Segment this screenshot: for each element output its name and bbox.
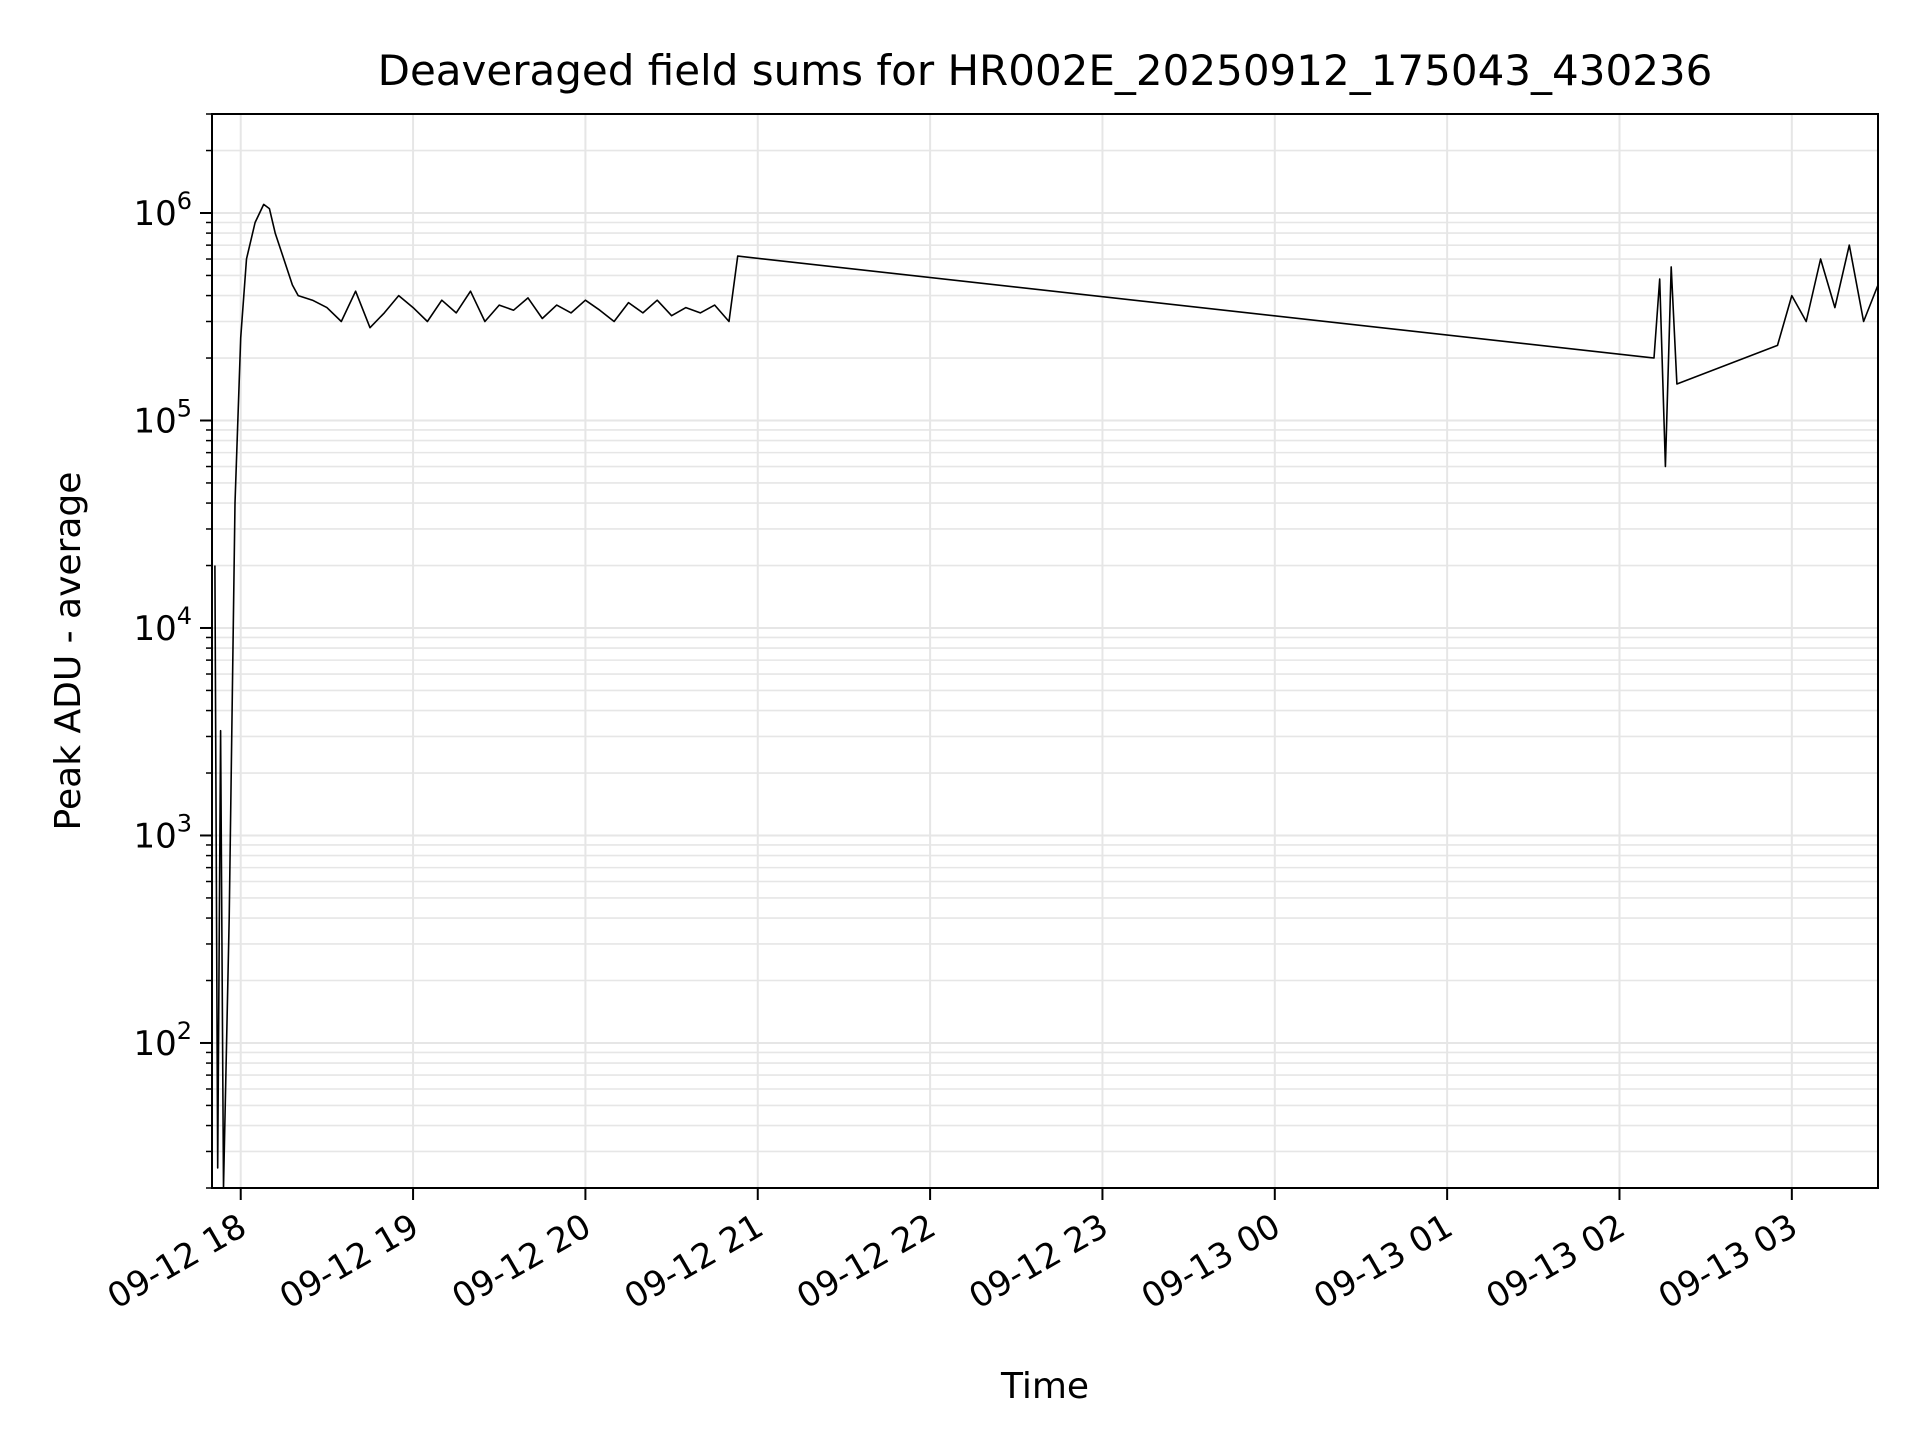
y-tick-exponent: 4 (177, 602, 192, 630)
y-tick-exponent: 5 (177, 394, 192, 422)
y-tick-base: 10 (133, 401, 176, 441)
grid-lines (212, 113, 1878, 1189)
y-tick-label: 103 (133, 809, 192, 856)
plot-frame (211, 113, 1879, 1189)
series-line (214, 203, 1879, 1189)
y-tick-base: 10 (133, 194, 176, 234)
y-tick-exponent: 3 (177, 809, 192, 837)
y-tick-exponent: 6 (177, 187, 192, 215)
y-tick-label: 106 (133, 187, 192, 234)
y-tick-label: 105 (133, 394, 192, 441)
y-tick-base: 10 (133, 816, 176, 856)
chart-title: Deaveraged field sums for HR002E_2025091… (378, 46, 1713, 95)
y-tick-base: 10 (133, 1024, 176, 1064)
y-tick-base: 10 (133, 609, 176, 649)
y-tick-exponent: 2 (177, 1017, 192, 1045)
y-tick-label: 104 (133, 602, 192, 649)
x-axis-title: Time (1000, 1366, 1089, 1407)
y-tick-label: 102 (133, 1017, 192, 1064)
data-series (214, 203, 1879, 1189)
y-axis-title: Peak ADU - average (48, 472, 89, 831)
